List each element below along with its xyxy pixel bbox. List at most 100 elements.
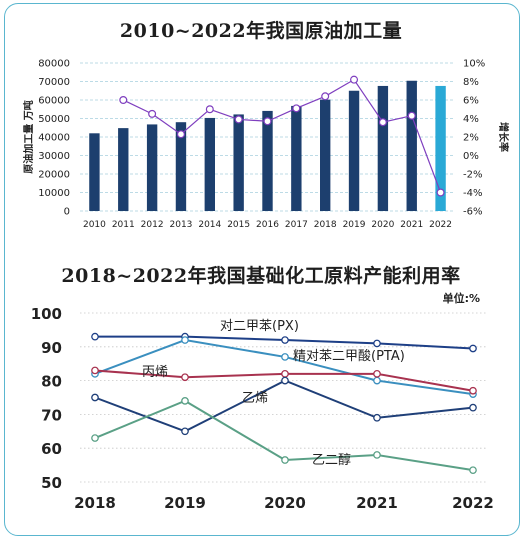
chart-1-growth-point [148,109,157,118]
chart-2-x-tick-label: 2021 [356,494,398,512]
chart-1-y2-tick-label: -2% [463,170,482,181]
chart-1-x-tick-label: 2019 [343,220,366,230]
chart-1-bar [320,99,331,211]
chart-1-growth-point [292,104,301,113]
chart-1-bar [348,90,360,211]
chart-1-bar [233,114,244,211]
chart-1-y-tick-label: 60000 [38,96,70,107]
chart-2-series-point [91,434,99,442]
chart-1-x-tick-label: 2020 [371,220,394,230]
chart-1-y-tick-label: 10000 [38,188,70,199]
chart-1-y-axis-label: 原油加工量 万吨 [22,100,35,173]
chart-1-y-tick-label: 40000 [38,133,70,144]
chart-2-series-point [181,427,189,436]
chart-2-series-point [181,397,189,405]
chart-2-series-point [373,376,381,385]
chart-1-y2-tick-label: 2% [463,133,479,144]
chart-2-series-point [281,353,289,361]
chart-1-bar [435,85,446,211]
chart-1-x-tick-label: 2018 [314,220,337,230]
chart-2-series-point [469,386,477,395]
chart-2-y-tick-label: 70 [41,406,62,424]
chart-1-y-tick-label: 20000 [38,170,70,181]
chart-2-series-label: 精对苯二甲酸(PTA) [293,349,405,364]
chart-2-series-point [281,456,289,464]
chart-1-y2-tick-label: 10% [463,59,485,70]
chart-2-unit: 单位:% [442,292,480,305]
chart-2-series-point [373,369,381,378]
chart-1-growth-point [263,117,272,126]
chart-1-x-tick-label: 2017 [285,220,308,230]
chart-2-series-point [373,413,381,422]
chart-1-y2-tick-label: 4% [463,114,479,125]
chart-2-series-point [181,336,189,344]
chart-2-series-point [181,373,189,382]
chart-1-x-tick-label: 2022 [429,220,452,230]
chart-1-y2-tick-label: 8% [463,77,479,88]
chart-2-x-tick-label: 2022 [452,494,494,512]
chart-2-series-point [281,376,289,385]
chart-2-series-label: 丙烯 [142,365,168,380]
chart-1-x-tick-label: 2010 [83,220,106,230]
chart-1-growth-point [436,188,445,197]
chart-1-y2-tick-label: 0% [463,151,479,162]
chart-1-growth-point [119,95,128,104]
chart-2-series-point [469,403,477,412]
chart-2-x-tick-label: 2019 [164,494,206,512]
chart-1-x-tick-label: 2011 [112,220,135,230]
chart-1-y2-tick-label: 6% [463,96,479,107]
chart-2-title: 2018~2022年我国基础化工原料产能利用率 [61,265,461,287]
chart-1-x-tick-label: 2016 [256,220,279,230]
chart-1-x-tick-label: 2013 [170,220,193,230]
chart-1-bar [406,80,417,211]
chart-1-title: 2010~2022年我国原油加工量 [119,20,403,42]
chart-1-bar [175,122,187,211]
chart-2-series-point [373,451,381,459]
chart-2-y-tick-label: 60 [41,440,62,458]
chart-2-x-tick-label: 2018 [74,494,116,512]
chart-1-x-tick-label: 2014 [198,220,221,230]
chart-1-refining-volume: 0 10000 20000 30000 40000 50000 60000 70000 8000… [22,59,510,231]
chart-1-x-tick-label: 2012 [141,220,164,230]
chart-2-y-tick-label: 90 [41,339,62,357]
chart-2-y-tick-label: 100 [31,305,62,323]
chart-1-y2-tick-label: -4% [463,188,482,199]
chart-1-growth-point [350,75,359,84]
chart-1-growth-point [176,130,185,139]
chart-1-x-tick-label: 2015 [227,220,250,230]
chart-1-y-tick-label: 80000 [38,59,70,70]
chart-2-series-label: 对二甲苯(PX) [220,319,299,334]
chart-2-series-label: 乙二醇 [312,452,351,468]
chart-1-growth-point [234,115,243,124]
chart-1-bar [146,124,158,211]
chart-2-y-tick-label: 80 [41,373,62,391]
chart-1-y-tick-label: 70000 [38,77,70,88]
chart-1-growth-point [205,105,214,114]
chart-2-series-point [91,393,99,402]
chart-1-y2-tick-label: -6% [463,207,482,218]
chart-2-series-point [91,332,99,341]
chart-2-series-point [469,466,477,475]
chart-2-series-point [373,339,381,348]
chart-1-x-tick-label: 2021 [400,220,423,230]
chart-1-bar [89,133,100,211]
chart-1-bar [204,117,215,211]
chart-2-series-label: 乙烯 [242,391,268,406]
chart-2-series-point [91,366,99,375]
chart-2-series-point [281,336,289,344]
chart-1-growth-point [321,92,330,101]
chart-2-x-tick-label: 2020 [264,494,306,512]
chart-2-y-tick-label: 50 [41,474,62,492]
chart-2-series-line [94,379,474,433]
chart-2-series-point [469,344,477,353]
chart-1-bar [291,105,302,211]
chart-1-y-tick-label: 30000 [38,151,70,162]
chart-1-growth-point [407,111,416,120]
chart-1-bar [377,85,389,211]
chart-1-y-tick-label: 50000 [38,114,70,125]
chart-1-y-tick-label: 0 [64,207,70,218]
chart-2-series-point [281,369,289,378]
chart-1-growth-line [123,78,442,193]
